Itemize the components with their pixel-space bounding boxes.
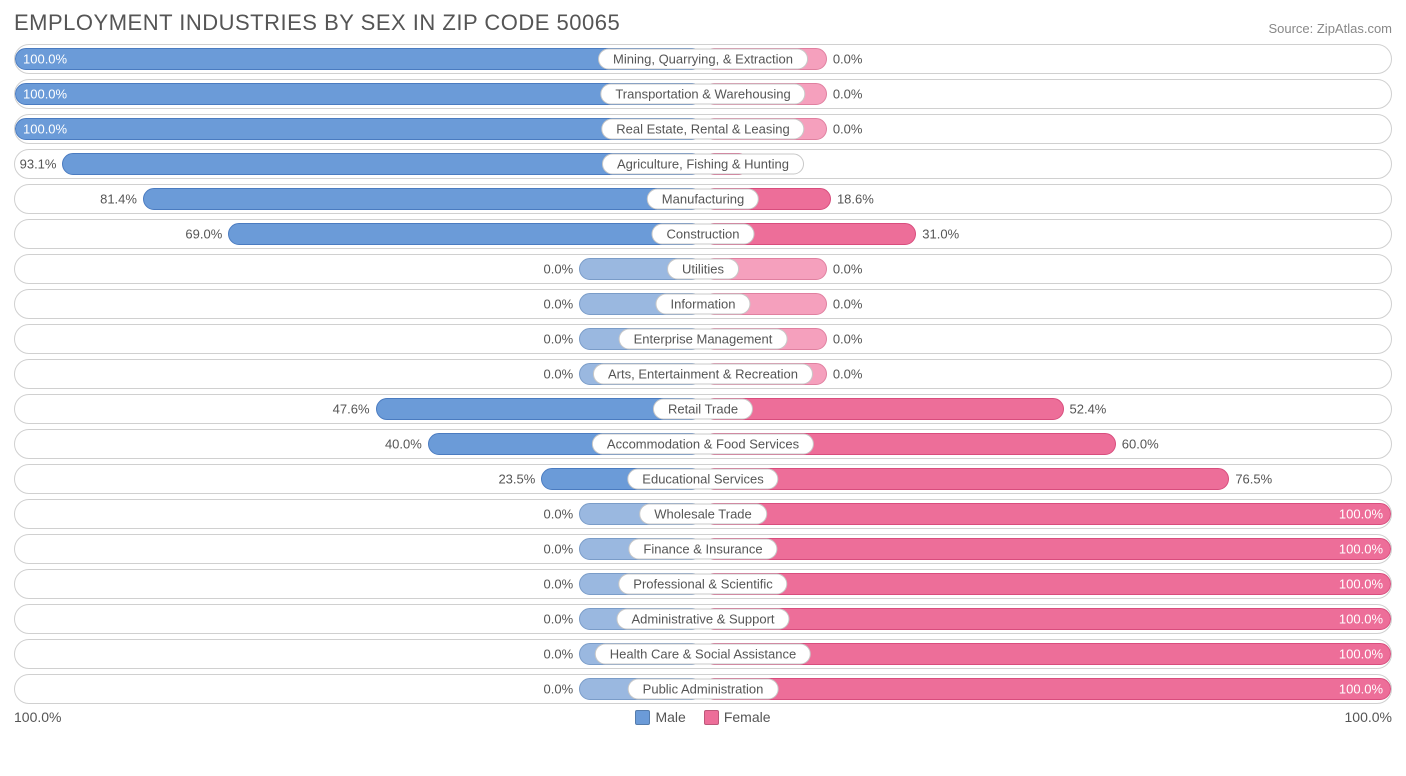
- female-bar: [703, 678, 1391, 700]
- male-pct-label: 0.0%: [544, 297, 574, 312]
- category-label: Administrative & Support: [616, 609, 789, 630]
- category-label: Public Administration: [628, 679, 779, 700]
- chart-source: Source: ZipAtlas.com: [1268, 21, 1392, 36]
- female-pct-label: 100.0%: [1339, 542, 1383, 557]
- category-label: Agriculture, Fishing & Hunting: [602, 154, 804, 175]
- category-label: Wholesale Trade: [639, 504, 767, 525]
- chart-row: 0.0% 0.0% Enterprise Management: [14, 324, 1392, 354]
- chart-row: 23.5% 76.5% Educational Services: [14, 464, 1392, 494]
- chart-row: 0.0% 0.0% Arts, Entertainment & Recreation: [14, 359, 1392, 389]
- diverging-bar-chart: 100.0% 0.0% Mining, Quarrying, & Extractio…: [14, 44, 1392, 704]
- chart-row: 0.0% 0.0% Utilities: [14, 254, 1392, 284]
- chart-title: EMPLOYMENT INDUSTRIES BY SEX IN ZIP CODE…: [14, 10, 620, 36]
- female-pct-label: 0.0%: [833, 332, 863, 347]
- category-label: Professional & Scientific: [618, 574, 787, 595]
- female-pct-label: 0.0%: [833, 122, 863, 137]
- female-pct-label: 100.0%: [1339, 612, 1383, 627]
- male-bar: [15, 118, 703, 140]
- chart-row: 0.0% 100.0% Administrative & Support: [14, 604, 1392, 634]
- axis-left-label: 100.0%: [14, 709, 61, 725]
- chart-row: 69.0% 31.0% Construction: [14, 219, 1392, 249]
- chart-row: 0.0% 100.0% Public Administration: [14, 674, 1392, 704]
- legend-male-label: Male: [655, 709, 685, 725]
- male-pct-label: 93.1%: [20, 157, 57, 172]
- category-label: Information: [655, 294, 750, 315]
- female-pct-label: 76.5%: [1235, 472, 1272, 487]
- female-pct-label: 52.4%: [1070, 402, 1107, 417]
- male-bar: [228, 223, 703, 245]
- male-pct-label: 0.0%: [544, 577, 574, 592]
- category-label: Real Estate, Rental & Leasing: [601, 119, 804, 140]
- male-pct-label: 40.0%: [385, 437, 422, 452]
- female-pct-label: 100.0%: [1339, 577, 1383, 592]
- category-label: Finance & Insurance: [628, 539, 777, 560]
- category-label: Construction: [652, 224, 755, 245]
- male-pct-label: 0.0%: [544, 507, 574, 522]
- legend-item-male: Male: [635, 709, 685, 725]
- female-pct-label: 31.0%: [922, 227, 959, 242]
- male-pct-label: 100.0%: [23, 87, 67, 102]
- female-swatch-icon: [704, 710, 719, 725]
- category-label: Enterprise Management: [619, 329, 788, 350]
- legend-female-label: Female: [724, 709, 771, 725]
- chart-row: 100.0% 0.0% Real Estate, Rental & Leasing: [14, 114, 1392, 144]
- female-bar: [703, 608, 1391, 630]
- chart-row: 0.0% 100.0% Wholesale Trade: [14, 499, 1392, 529]
- chart-row: 0.0% 100.0% Finance & Insurance: [14, 534, 1392, 564]
- chart-row: 40.0% 60.0% Accommodation & Food Services: [14, 429, 1392, 459]
- male-pct-label: 0.0%: [544, 262, 574, 277]
- male-pct-label: 100.0%: [23, 52, 67, 67]
- male-pct-label: 81.4%: [100, 192, 137, 207]
- female-bar: [703, 398, 1064, 420]
- chart-row: 0.0% 100.0% Professional & Scientific: [14, 569, 1392, 599]
- male-pct-label: 0.0%: [544, 332, 574, 347]
- female-pct-label: 0.0%: [833, 297, 863, 312]
- chart-row: 93.1%6.9%Agriculture, Fishing & Hunting: [14, 149, 1392, 179]
- male-swatch-icon: [635, 710, 650, 725]
- category-label: Utilities: [667, 259, 739, 280]
- chart-row: 100.0% 0.0% Transportation & Warehousing: [14, 79, 1392, 109]
- category-label: Health Care & Social Assistance: [595, 644, 811, 665]
- female-pct-label: 0.0%: [833, 367, 863, 382]
- male-pct-label: 47.6%: [333, 402, 370, 417]
- category-label: Retail Trade: [653, 399, 753, 420]
- category-label: Mining, Quarrying, & Extraction: [598, 49, 808, 70]
- chart-footer: 100.0% Male Female 100.0%: [14, 709, 1392, 725]
- chart-row: 81.4% 18.6% Manufacturing: [14, 184, 1392, 214]
- female-bar: [703, 468, 1229, 490]
- category-label: Manufacturing: [647, 189, 759, 210]
- female-pct-label: 0.0%: [833, 262, 863, 277]
- category-label: Arts, Entertainment & Recreation: [593, 364, 813, 385]
- male-pct-label: 23.5%: [498, 472, 535, 487]
- female-bar: [703, 503, 1391, 525]
- category-label: Transportation & Warehousing: [600, 84, 805, 105]
- category-label: Educational Services: [627, 469, 778, 490]
- female-pct-label: 100.0%: [1339, 647, 1383, 662]
- male-pct-label: 100.0%: [23, 122, 67, 137]
- female-pct-label: 0.0%: [833, 87, 863, 102]
- male-pct-label: 0.0%: [544, 367, 574, 382]
- female-pct-label: 0.0%: [833, 52, 863, 67]
- female-pct-label: 100.0%: [1339, 507, 1383, 522]
- chart-header: EMPLOYMENT INDUSTRIES BY SEX IN ZIP CODE…: [14, 10, 1392, 36]
- female-pct-label: 100.0%: [1339, 682, 1383, 697]
- male-pct-label: 0.0%: [544, 542, 574, 557]
- male-pct-label: 0.0%: [544, 612, 574, 627]
- female-pct-label: 60.0%: [1122, 437, 1159, 452]
- female-bar: [703, 538, 1391, 560]
- chart-row: 100.0% 0.0% Mining, Quarrying, & Extractio…: [14, 44, 1392, 74]
- chart-row: 0.0% 100.0% Health Care & Social Assistanc…: [14, 639, 1392, 669]
- axis-right-label: 100.0%: [1345, 709, 1392, 725]
- chart-row: 0.0% 0.0% Information: [14, 289, 1392, 319]
- chart-row: 47.6% 52.4% Retail Trade: [14, 394, 1392, 424]
- male-pct-label: 0.0%: [544, 647, 574, 662]
- male-pct-label: 0.0%: [544, 682, 574, 697]
- female-bar: [703, 573, 1391, 595]
- male-bar: [143, 188, 703, 210]
- legend: Male Female: [635, 709, 770, 725]
- category-label: Accommodation & Food Services: [592, 434, 814, 455]
- male-pct-label: 69.0%: [185, 227, 222, 242]
- female-pct-label: 18.6%: [837, 192, 874, 207]
- legend-item-female: Female: [704, 709, 771, 725]
